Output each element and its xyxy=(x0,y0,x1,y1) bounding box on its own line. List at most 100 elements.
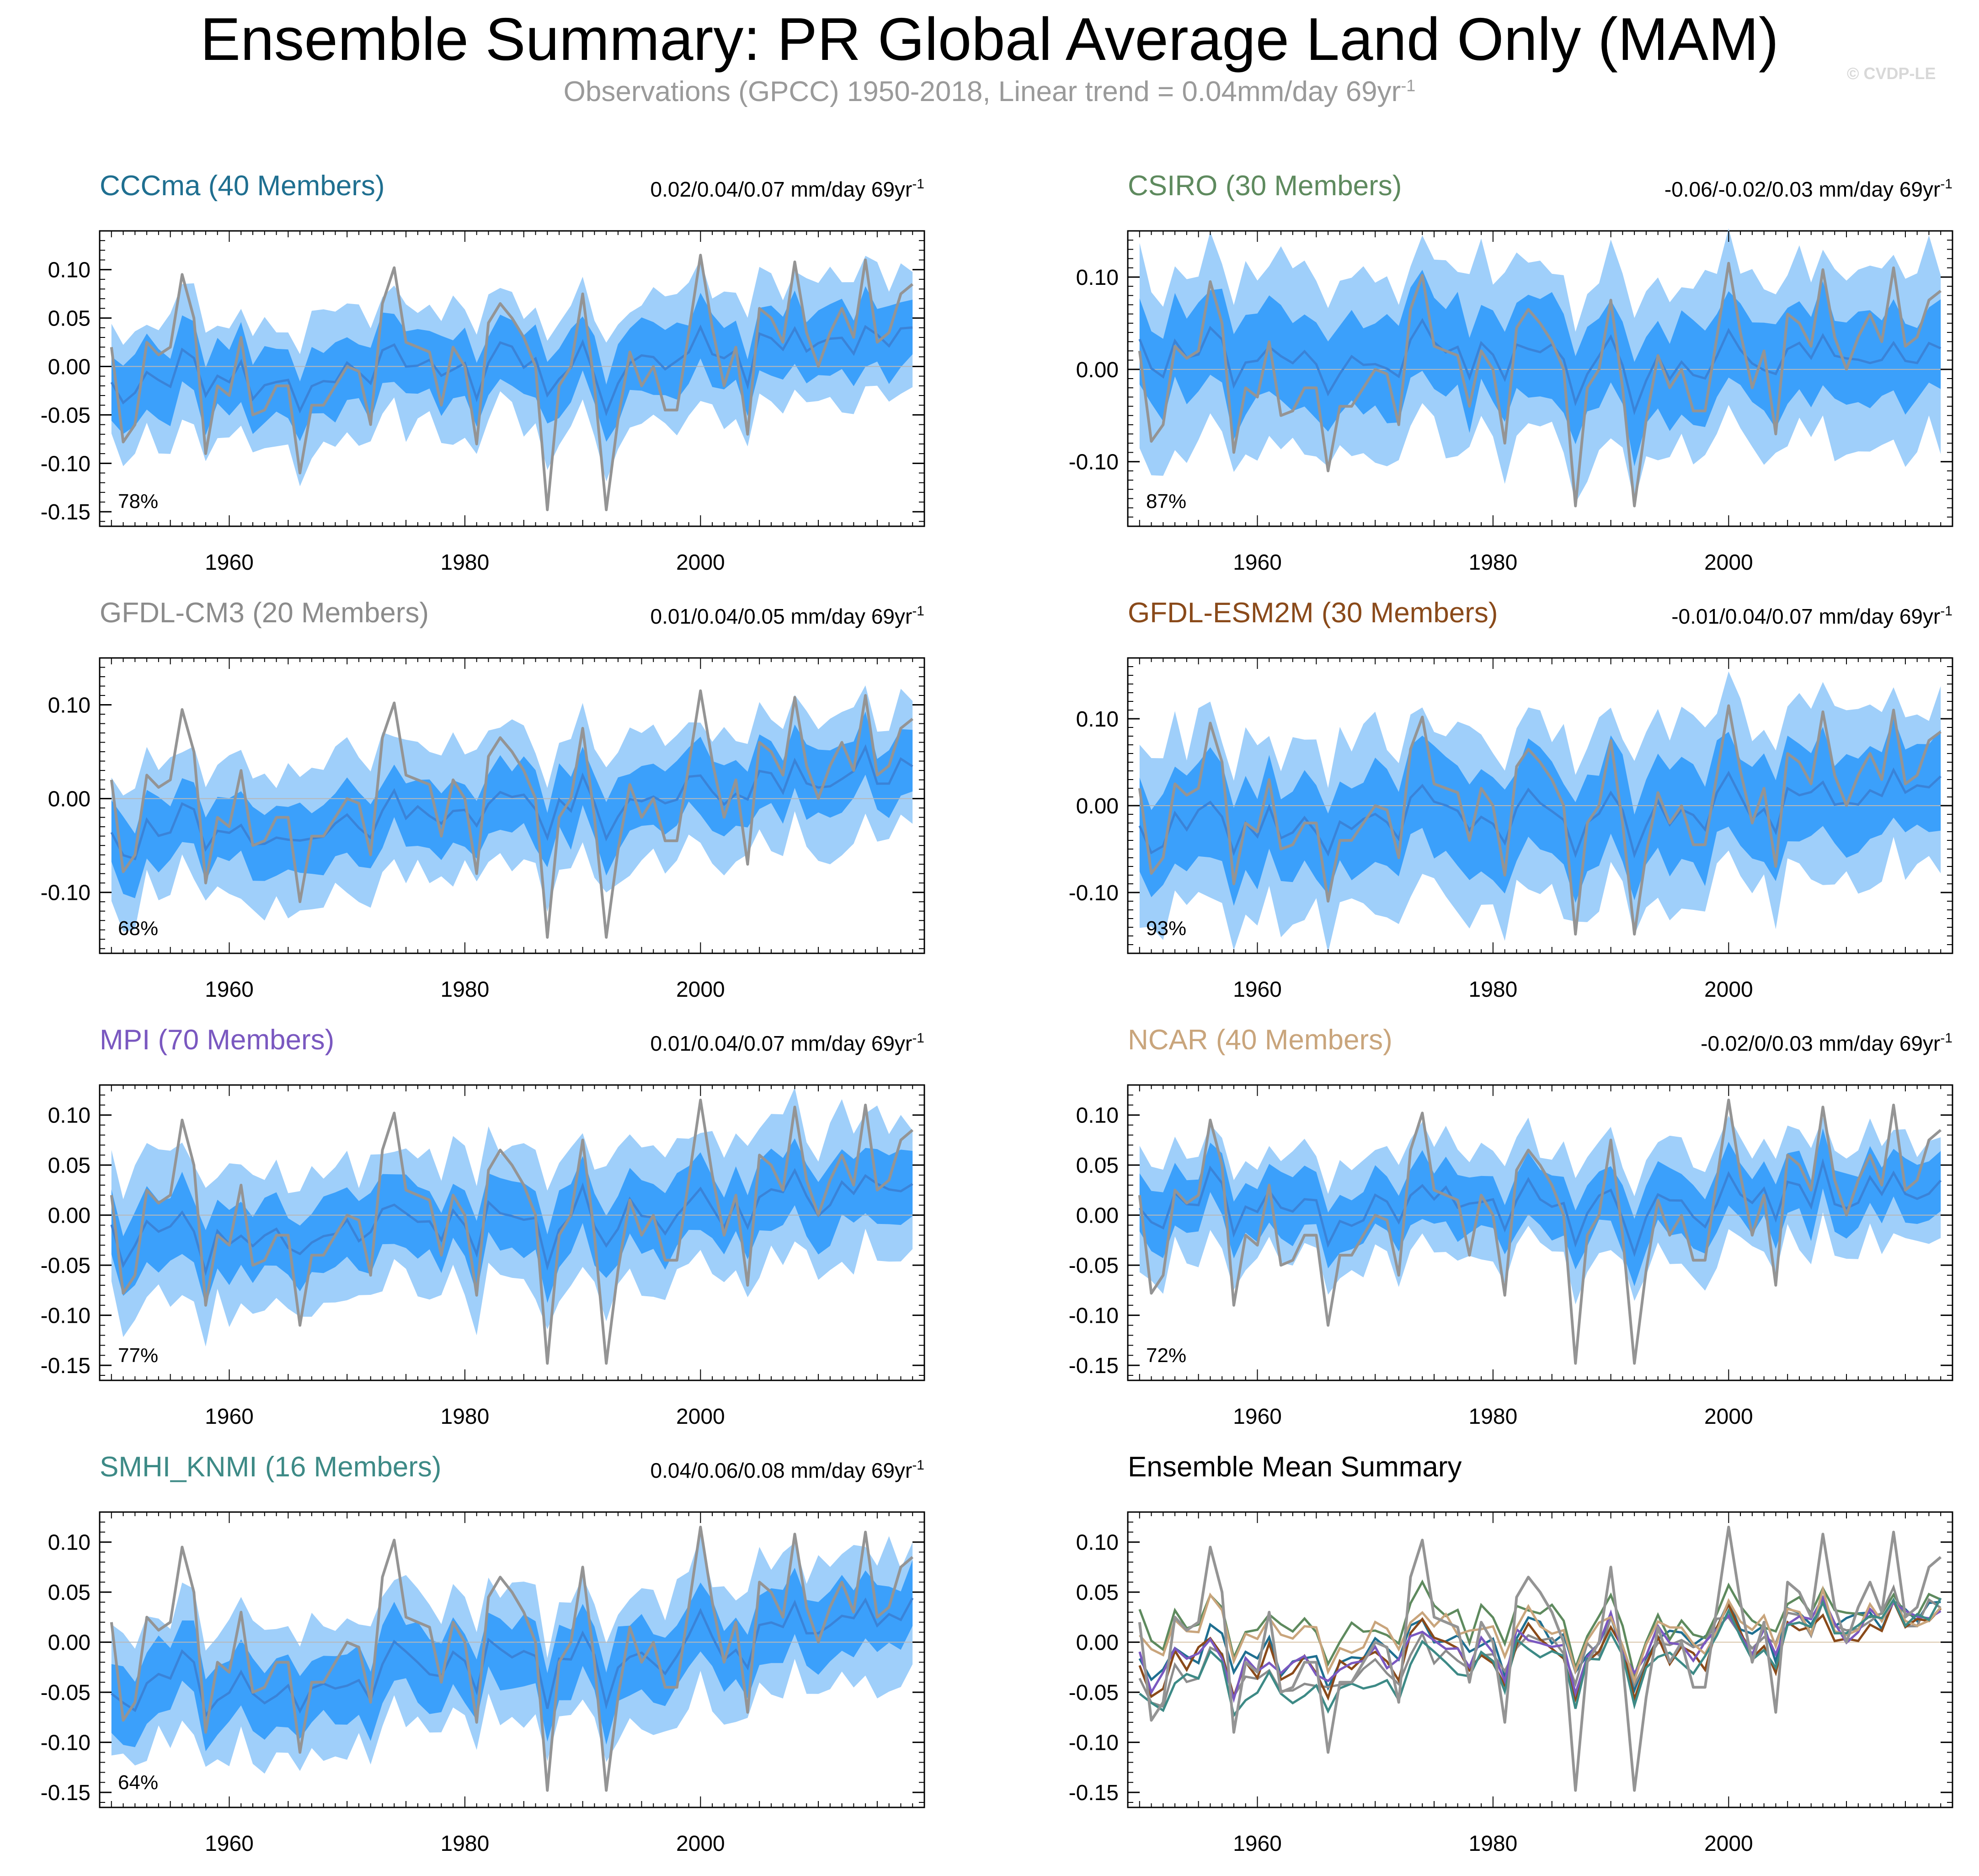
copyright-watermark: © CVDP-LE xyxy=(1847,64,1936,83)
y-tick-label: 0.00 xyxy=(1076,358,1119,382)
x-tick-label: 2000 xyxy=(1704,1405,1753,1429)
observations-line xyxy=(1138,1098,1942,1365)
plot-frame xyxy=(1127,1511,1953,1808)
panel-trend: 0.01/0.04/0.05 mm/day 69yr-1 xyxy=(651,604,924,628)
y-tick-label: 0.10 xyxy=(1076,266,1119,290)
x-tick-label: 2000 xyxy=(676,1405,725,1429)
percent-label: 78% xyxy=(118,490,158,513)
ensemble-mean-line xyxy=(1138,1158,1942,1257)
percent-label: 68% xyxy=(118,917,158,940)
observations-line xyxy=(110,689,914,939)
y-tick-label: -0.10 xyxy=(1069,1731,1119,1755)
x-tick-label: 1980 xyxy=(441,551,490,575)
y-tick-label: -0.15 xyxy=(1069,1781,1119,1805)
subtitle-superscript: -1 xyxy=(1401,76,1416,95)
x-tick-label: 1980 xyxy=(1469,1832,1518,1856)
y-tick-label: -0.15 xyxy=(41,1781,91,1805)
x-tick-label: 1980 xyxy=(441,978,490,1002)
panel-title: GFDL-ESM2M (30 Members) xyxy=(1128,597,1498,629)
inner-spread-band xyxy=(1139,270,1941,466)
page-subtitle: Observations (GPCC) 1950-2018, Linear tr… xyxy=(0,75,1979,108)
ensemble-mean-line-4 xyxy=(1138,1595,1942,1703)
y-tick-label: 0.00 xyxy=(48,787,91,812)
y-tick-label: 0.05 xyxy=(1076,1581,1119,1605)
percent-label: 64% xyxy=(118,1771,158,1794)
y-tick-label: 0.05 xyxy=(48,1154,91,1178)
panel-4: MPI (70 Members) 0.01/0.04/0.07 mm/day 69… xyxy=(41,1024,925,1429)
x-tick-label: 1980 xyxy=(1469,1405,1518,1429)
y-tick-label: 0.05 xyxy=(48,307,91,331)
x-tick-label: 2000 xyxy=(1704,978,1753,1002)
panel-trend: -0.01/0.04/0.07 mm/day 69yr-1 xyxy=(1671,604,1952,628)
y-tick-label: 0.10 xyxy=(48,1104,91,1128)
y-tick-label: 0.00 xyxy=(1076,1204,1119,1228)
x-tick-label: 2000 xyxy=(676,978,725,1002)
y-tick-label: -0.15 xyxy=(41,1354,91,1378)
panel-title: SMHI_KNMI (16 Members) xyxy=(100,1451,442,1483)
x-tick-label: 2000 xyxy=(1704,551,1753,575)
subtitle-text: Observations (GPCC) 1950-2018, Linear tr… xyxy=(563,76,1401,107)
x-tick-label: 1960 xyxy=(1233,978,1282,1002)
panel-6: SMHI_KNMI (16 Members) 0.04/0.06/0.08 mm/… xyxy=(41,1451,925,1856)
x-tick-label: 1960 xyxy=(1233,1405,1282,1429)
x-tick-label: 2000 xyxy=(676,551,725,575)
y-tick-label: -0.15 xyxy=(1069,1354,1119,1378)
page-title: Ensemble Summary: PR Global Average Land… xyxy=(200,5,1779,73)
observations-line xyxy=(110,1525,914,1792)
x-tick-label: 1960 xyxy=(205,551,254,575)
x-tick-label: 2000 xyxy=(676,1832,725,1856)
percent-label: 77% xyxy=(118,1344,158,1367)
y-tick-label: 0.10 xyxy=(1076,1104,1119,1128)
percent-label: 72% xyxy=(1146,1344,1186,1367)
y-tick-label: 0.10 xyxy=(48,1531,91,1555)
x-tick-label: 2000 xyxy=(1704,1832,1753,1856)
panel-3: GFDL-ESM2M (30 Members) -0.01/0.04/0.07 m… xyxy=(1069,597,1953,1002)
panel-trend: -0.02/0/0.03 mm/day 69yr-1 xyxy=(1701,1031,1952,1055)
panel-title: MPI (70 Members) xyxy=(100,1024,334,1056)
ensemble-mean-line xyxy=(1138,318,1942,416)
x-tick-label: 1980 xyxy=(441,1405,490,1429)
x-tick-label: 1980 xyxy=(1469,551,1518,575)
y-tick-label: -0.10 xyxy=(41,452,91,476)
x-tick-label: 1960 xyxy=(205,1832,254,1856)
x-tick-label: 1980 xyxy=(1469,978,1518,1002)
panel-trend: 0.02/0.04/0.07 mm/day 69yr-1 xyxy=(651,176,924,201)
y-tick-label: -0.05 xyxy=(41,1254,91,1278)
y-tick-label: 0.00 xyxy=(1076,1631,1119,1655)
panel-trend: 0.04/0.06/0.08 mm/day 69yr-1 xyxy=(651,1458,924,1482)
y-tick-label: -0.10 xyxy=(1069,450,1119,475)
panel-title: NCAR (40 Members) xyxy=(1128,1024,1392,1056)
y-tick-label: -0.15 xyxy=(41,500,91,524)
panel-title: Ensemble Mean Summary xyxy=(1128,1451,1462,1483)
y-tick-label: 0.00 xyxy=(1076,794,1119,818)
inner-spread-band xyxy=(111,711,913,898)
panel-1: CSIRO (30 Members) -0.06/-0.02/0.03 mm/da… xyxy=(1069,170,1953,575)
x-tick-label: 1960 xyxy=(205,1405,254,1429)
percent-label: 87% xyxy=(1146,490,1186,513)
y-tick-label: 0.00 xyxy=(48,1631,91,1655)
y-tick-label: -0.10 xyxy=(1069,881,1119,905)
panel-trend: 0.01/0.04/0.07 mm/day 69yr-1 xyxy=(651,1031,924,1055)
observations-line xyxy=(1138,262,1942,508)
y-tick-label: 0.05 xyxy=(48,1581,91,1605)
panel-trend: -0.06/-0.02/0.03 mm/day 69yr-1 xyxy=(1664,176,1952,201)
ensemble-mean-line xyxy=(111,1597,914,1718)
y-tick-label: 0.10 xyxy=(1076,707,1119,732)
ensemble-mean-line-0 xyxy=(1138,1598,1941,1694)
y-tick-label: -0.10 xyxy=(41,1304,91,1328)
observations-line xyxy=(110,254,914,511)
x-tick-label: 1960 xyxy=(1233,551,1282,575)
y-tick-label: -0.10 xyxy=(41,881,91,905)
observations-line xyxy=(1138,704,1942,936)
y-tick-label: -0.05 xyxy=(1069,1681,1119,1705)
percent-label: 93% xyxy=(1146,917,1186,940)
ensemble-mean-line-6 xyxy=(1139,1597,1942,1718)
ensemble-mean-line xyxy=(110,744,913,861)
ensemble-mean-line xyxy=(110,1168,913,1276)
panel-title: CCCma (40 Members) xyxy=(100,170,385,202)
panel-7: Ensemble Mean Summary 1960 1980 2000 0.10 0.0… xyxy=(1069,1451,1953,1856)
panel-title: GFDL-CM3 (20 Members) xyxy=(100,597,429,629)
x-tick-label: 1980 xyxy=(441,1832,490,1856)
observations-line xyxy=(1138,1525,1942,1792)
y-tick-label: -0.05 xyxy=(41,403,91,428)
